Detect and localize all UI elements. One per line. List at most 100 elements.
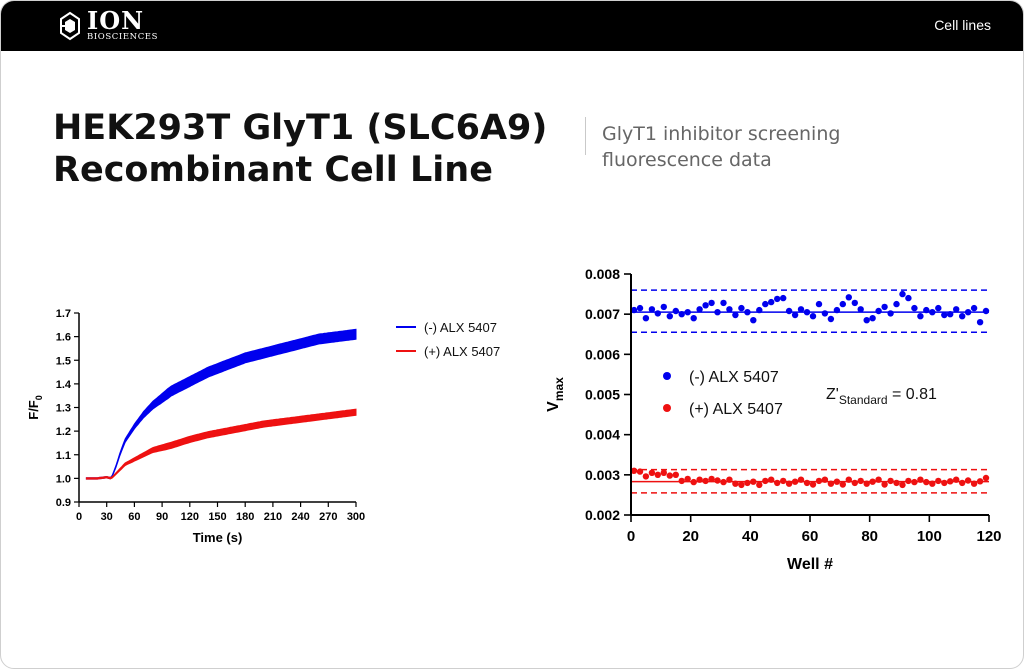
x-tick-label: 30	[101, 511, 113, 523]
data-point-1	[690, 478, 697, 486]
y-tick-label: 0.002	[585, 507, 620, 523]
data-point-0	[881, 303, 888, 311]
data-point-0	[636, 304, 644, 312]
x-tick-label: 120	[976, 528, 1001, 545]
chart1-axes: 0.9 1.0 1.1 1.2 1.3 1.4 1.5 1.6 1.7 0 30 60 90 120 150…	[26, 308, 365, 545]
series-band-0	[85, 328, 357, 480]
data-point-1	[660, 469, 667, 476]
data-point-1	[732, 480, 739, 487]
data-point-1	[815, 477, 823, 485]
data-point-0	[875, 307, 882, 315]
z-prime-value: = 0.81	[888, 386, 937, 403]
data-point-1	[953, 476, 960, 483]
data-point-0	[642, 315, 650, 322]
x-tick-label: 20	[682, 528, 699, 545]
data-point-0	[857, 306, 864, 313]
y-tick-label: 1.1	[56, 450, 71, 462]
data-point-1	[797, 476, 805, 483]
data-point-0	[666, 313, 673, 320]
data-point-0	[630, 306, 638, 314]
data-point-1	[929, 480, 936, 487]
legend-label-1: (+) ALX 5407	[689, 401, 783, 418]
legend-label-0: (-) ALX 5407	[424, 320, 497, 335]
data-point-0	[696, 306, 703, 313]
data-point-1	[642, 473, 650, 480]
data-point-0	[815, 300, 823, 308]
data-point-1	[970, 480, 978, 487]
data-point-0	[959, 313, 966, 320]
data-point-1	[720, 478, 727, 486]
data-point-0	[744, 309, 751, 316]
data-point-1	[803, 479, 811, 487]
data-point-1	[893, 479, 900, 487]
x-tick-label: 210	[264, 511, 282, 523]
y-tick-label: 0.005	[585, 387, 620, 403]
data-point-1	[756, 481, 763, 489]
data-point-0	[768, 298, 775, 306]
data-point-0	[845, 294, 852, 301]
data-point-1	[941, 479, 948, 487]
data-point-0	[821, 310, 829, 317]
x-axis-title: Well #	[787, 556, 833, 573]
data-point-0	[911, 304, 918, 312]
data-point-0	[690, 315, 697, 322]
x-tick-label: 150	[208, 511, 226, 523]
data-point-0	[905, 294, 912, 302]
data-point-0	[941, 311, 948, 319]
data-point-1	[851, 479, 858, 487]
data-point-0	[660, 303, 667, 311]
x-tick-label: 270	[319, 511, 337, 523]
data-point-1	[911, 478, 918, 486]
data-point-1	[774, 479, 781, 487]
y-tick-label: 1.4	[56, 379, 72, 391]
logo-main-text: ION	[87, 6, 145, 35]
data-point-0	[851, 299, 858, 307]
data-point-0	[672, 307, 679, 315]
logo-text: ION BIOSCIENCES	[87, 6, 158, 43]
data-point-1	[917, 476, 924, 483]
data-point-1	[821, 476, 829, 483]
x-tick-label: 40	[742, 528, 759, 545]
data-point-1	[666, 472, 673, 479]
data-point-0	[982, 307, 990, 315]
y-tick-label: 1.6	[56, 332, 71, 344]
title-divider	[585, 117, 586, 155]
data-point-0	[785, 307, 793, 315]
data-point-0	[648, 306, 656, 313]
chart1-series-group	[85, 328, 357, 480]
y-tick-label: 0.9	[56, 497, 71, 509]
legend-label-0: (-) ALX 5407	[689, 369, 779, 386]
data-point-1	[714, 477, 721, 484]
data-point-0	[970, 304, 978, 312]
data-point-1	[833, 478, 841, 485]
data-point-0	[678, 311, 685, 318]
x-tick-label: 60	[802, 528, 819, 545]
data-point-1	[905, 477, 912, 485]
data-point-1	[630, 467, 638, 474]
y-tick-label: 1.2	[56, 426, 71, 438]
data-point-0	[863, 317, 870, 324]
data-point-1	[750, 478, 757, 485]
data-point-1	[636, 468, 644, 475]
nav-link-cell-lines[interactable]: Cell lines	[934, 17, 991, 33]
y-tick-label: 1.3	[56, 403, 71, 415]
y-axis-title: Vmax	[545, 377, 566, 412]
data-point-1	[964, 477, 972, 484]
chart2-legend: (-) ALX 5407 (+) ALX 5407 Z'Standard = 0.8…	[663, 369, 937, 418]
x-tick-label: 100	[917, 528, 942, 545]
data-point-0	[976, 319, 984, 326]
data-point-0	[953, 306, 960, 313]
data-point-1	[976, 478, 984, 485]
data-point-0	[839, 300, 846, 308]
data-point-0	[929, 309, 936, 316]
data-point-0	[917, 313, 924, 320]
y-tick-label: 0.006	[585, 346, 620, 362]
ion-biosciences-logo[interactable]: ION BIOSCIENCES	[59, 9, 158, 43]
data-point-0	[654, 310, 661, 317]
data-point-1	[702, 477, 709, 485]
series-band-1	[85, 408, 357, 480]
data-point-0	[774, 295, 781, 303]
x-tick-label: 80	[861, 528, 878, 545]
data-point-1	[982, 474, 990, 482]
